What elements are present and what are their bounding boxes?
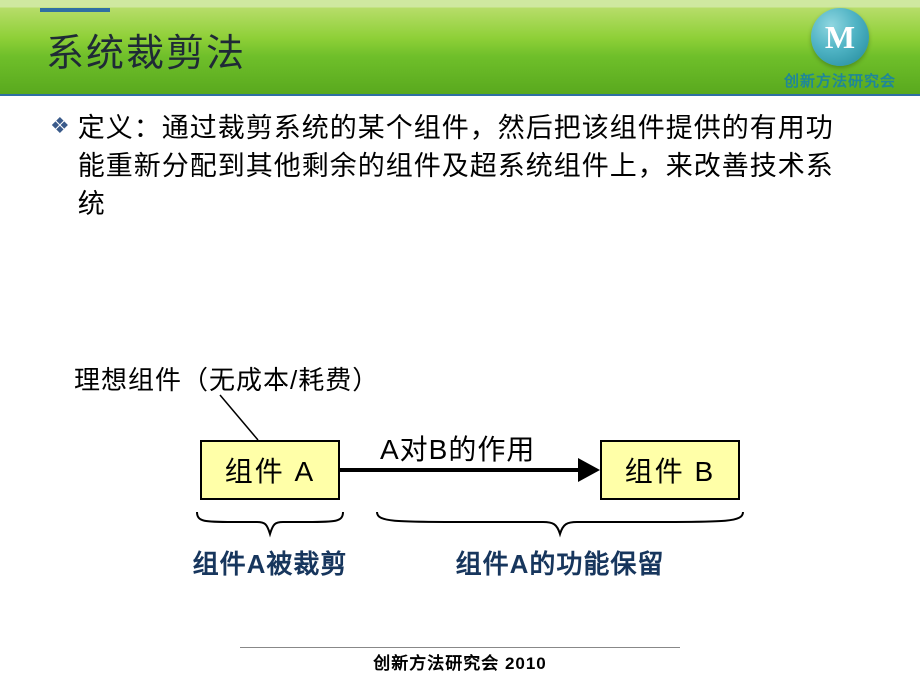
component-a-box: 组件 A: [200, 440, 340, 500]
brace-b: [375, 510, 745, 538]
component-b-box: 组件 B: [600, 440, 740, 500]
bullet-icon: ❖: [50, 113, 70, 139]
footer-divider: [240, 647, 680, 648]
logo-letter: M: [825, 19, 855, 56]
footer-text: 创新方法研究会 2010: [0, 649, 920, 674]
arrow-head-icon: [578, 458, 600, 482]
logo-text: 创新方法研究会: [784, 70, 896, 91]
diagram: 理想组件（无成本/耗费） 组件 A 组件 B A对B的作用 组件A被裁剪: [0, 320, 920, 620]
arrow-label: A对B的作用: [380, 428, 535, 468]
definition-text: 定义：通过裁剪系统的某个组件，然后把该组件提供的有用功能重新分配到其他剩余的组件…: [78, 110, 860, 223]
logo-circle-icon: M: [811, 8, 869, 66]
component-a-label: 组件 A: [225, 450, 315, 490]
header-accent: [40, 8, 110, 12]
brace-b-caption: 组件A的功能保留: [400, 544, 720, 581]
definition-row: ❖ 定义：通过裁剪系统的某个组件，然后把该组件提供的有用功能重新分配到其他剩余的…: [0, 110, 920, 223]
component-b-label: 组件 B: [625, 450, 715, 490]
brace-a-caption: 组件A被裁剪: [190, 544, 350, 581]
page-title: 系统裁剪法: [46, 22, 246, 77]
logo: M 创新方法研究会: [784, 8, 896, 91]
brace-a: [195, 510, 345, 538]
body: ❖ 定义：通过裁剪系统的某个组件，然后把该组件提供的有用功能重新分配到其他剩余的…: [0, 110, 920, 223]
arrow-shaft: [340, 468, 580, 472]
